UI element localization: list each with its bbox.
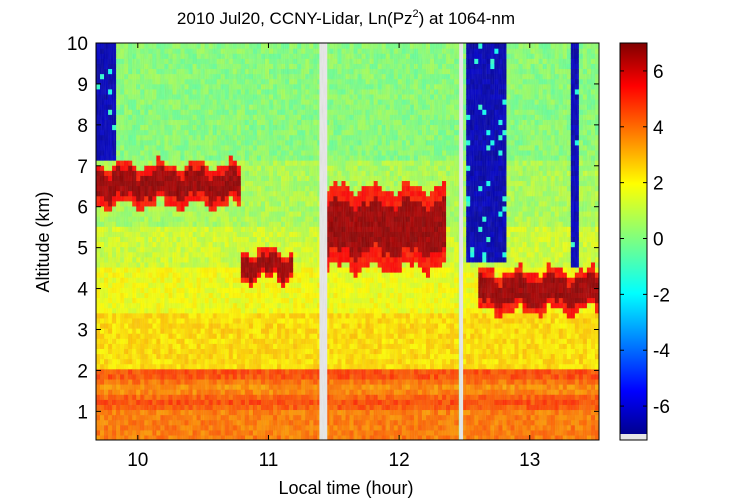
colorbar-tick-label: 0 [653,230,664,251]
y-tick-label: 2 [77,361,88,382]
x-tick-label: 12 [389,450,410,471]
chart-title: 2010 Jul20, CCNY-Lidar, Ln(Pz2) at 1064-… [177,8,515,28]
y-axis: 1 2 3 4 5 6 7 8 9 10 [67,34,599,423]
colorbar-gradient [620,43,647,434]
x-tick-label: 10 [127,450,148,471]
colorbar-tick-label: 2 [653,174,664,195]
x-tick-label: 11 [259,450,279,471]
y-tick-label: 6 [77,198,88,219]
y-tick-label: 7 [77,157,88,178]
x-tick-label: 13 [519,450,540,471]
colorbar-tick-label: -6 [653,397,670,418]
colorbar-tick-label: 6 [653,62,664,83]
colorbar-frame [619,42,648,441]
y-axis-label: Altitude (km) [33,191,53,292]
y-tick-label: 5 [77,239,88,260]
y-tick-label: 9 [77,75,88,96]
x-axis: 10 11 12 13 [127,43,540,471]
colorbar-tick-label: -2 [653,285,670,306]
heatmap-image [96,43,599,440]
colorbar-nan-swatch [620,434,647,440]
y-tick-label: 1 [77,402,88,423]
y-tick-label: 3 [77,320,88,341]
y-tick-label: 4 [77,280,88,301]
y-tick-label: 8 [77,116,88,137]
x-axis-label: Local time (hour) [278,478,413,498]
plot-frame [95,42,600,441]
colorbar-tick-label: 4 [653,118,664,139]
colorbar-tick-label: -4 [653,341,670,362]
y-tick-label: 10 [67,34,88,55]
colorbar: 6 4 2 0 -2 -4 -6 [619,42,670,441]
